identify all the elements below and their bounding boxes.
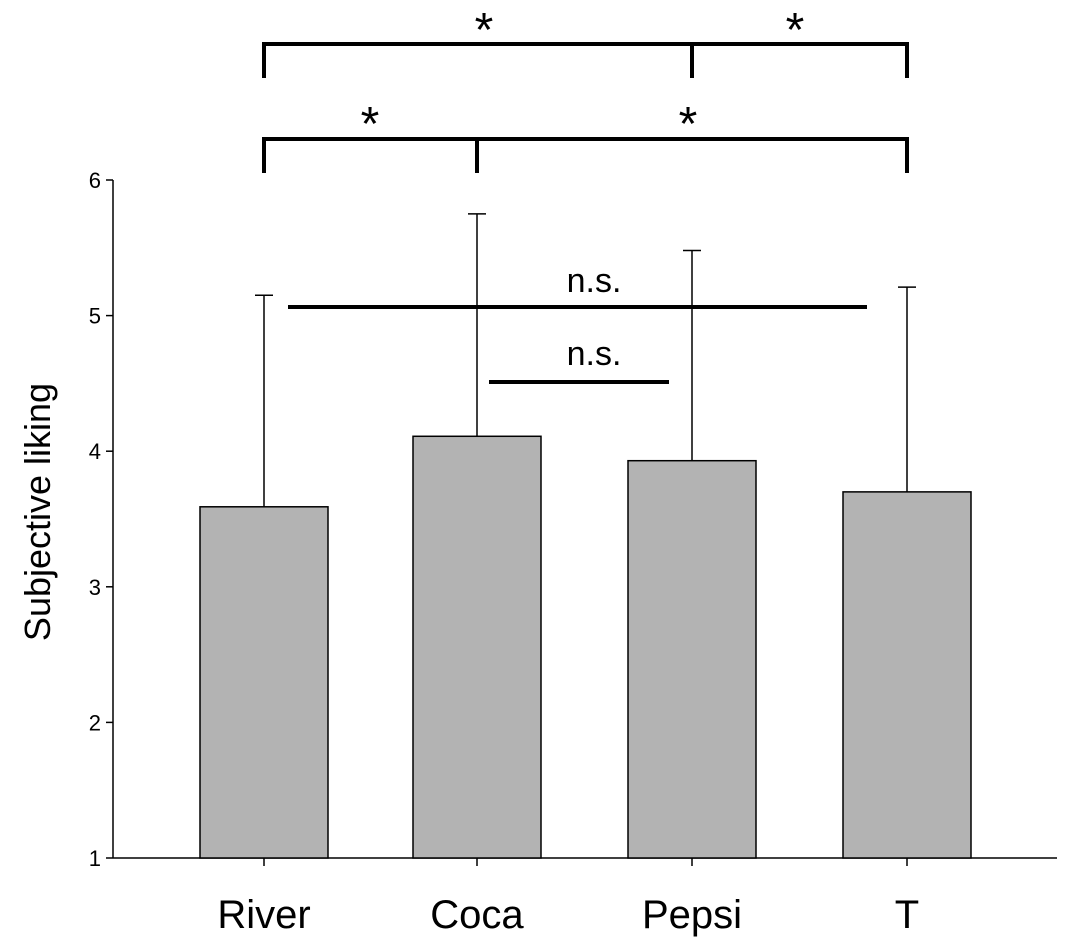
significance-label: * (475, 4, 494, 57)
x-tick-label: T (895, 893, 919, 937)
significance-label: n.s. (567, 262, 622, 300)
significance-label: * (361, 98, 380, 151)
bar (412, 435, 542, 859)
error-bars (255, 213, 916, 507)
y-axis-label: Subjective liking (17, 383, 58, 641)
y-tick-label: 3 (89, 575, 101, 600)
x-tick-label: River (217, 893, 310, 937)
bar (842, 491, 972, 859)
x-tick-label: Pepsi (642, 893, 742, 937)
y-tick-label: 6 (89, 168, 101, 193)
significance-label: * (786, 4, 805, 57)
significance-label: * (679, 98, 698, 151)
axes: 1 2 3 4 5 6 River Coca Pepsi T (89, 168, 1057, 937)
x-tick-label: Coca (430, 893, 524, 937)
bars (199, 435, 972, 859)
bar (627, 459, 757, 859)
bar (199, 506, 329, 859)
y-tick-label: 2 (89, 710, 101, 735)
significance-annotations: * * * * n.s. n.s. (262, 4, 909, 384)
y-tick-label: 1 (89, 846, 101, 871)
y-tick-label: 5 (89, 304, 101, 329)
significance-label: n.s. (567, 335, 622, 373)
y-tick-label: 4 (89, 439, 101, 464)
